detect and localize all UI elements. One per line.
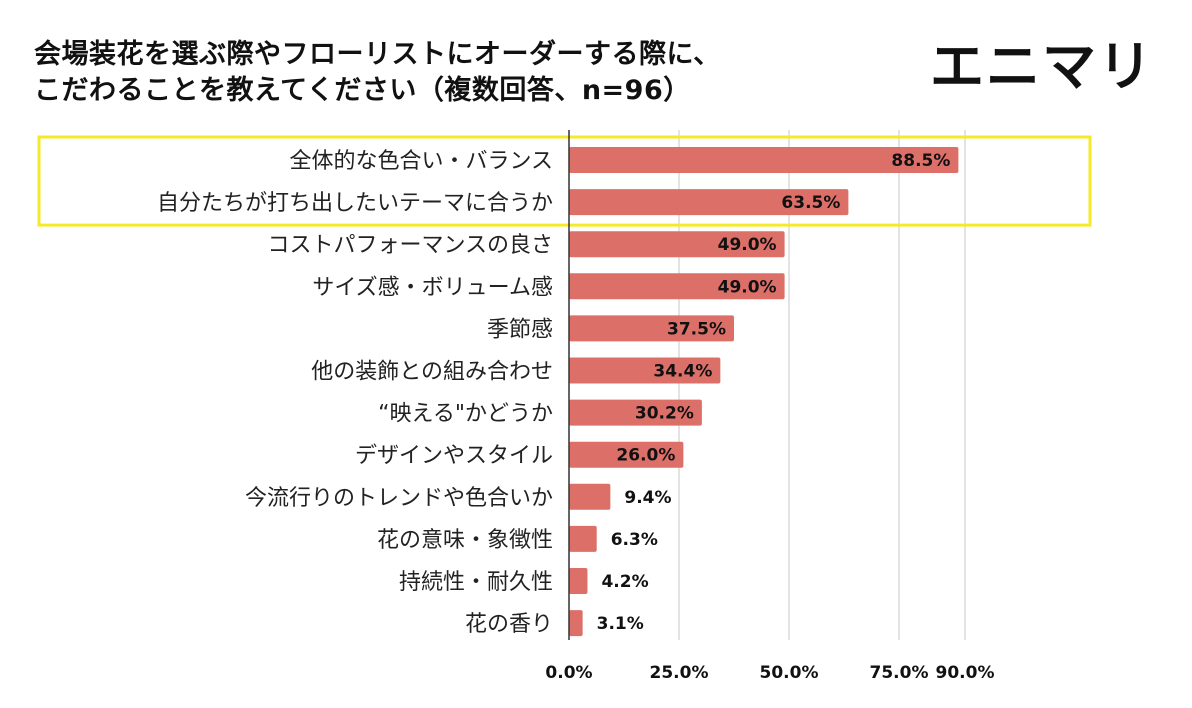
category-label: 花の香り <box>465 612 553 637</box>
x-tick-label: 50.0% <box>760 663 819 683</box>
category-label: 花の意味・象徴性 <box>377 528 553 553</box>
value-label: 4.2% <box>601 572 648 592</box>
x-tick-label: 90.0% <box>936 663 995 683</box>
category-label: コストパフォーマンスの良さ <box>267 233 553 258</box>
bar <box>569 483 611 510</box>
value-label: 63.5% <box>781 193 840 213</box>
category-label: “映える"かどうか <box>378 402 553 427</box>
bar <box>569 231 785 258</box>
value-label: 26.0% <box>616 446 675 466</box>
category-label: 季節感 <box>487 317 553 342</box>
bar <box>569 273 785 300</box>
category-label: 持続性・耐久性 <box>399 570 553 595</box>
value-label: 3.1% <box>597 614 644 634</box>
value-label: 49.0% <box>718 235 777 255</box>
category-label: デザインやスタイル <box>355 444 553 469</box>
value-label: 9.4% <box>624 488 671 508</box>
chart-title-line-1: 会場装花を選ぶ際やフローリストにオーダーする際に、 <box>34 39 721 70</box>
category-label: 今流行りのトレンドや色合いか <box>245 486 553 511</box>
bar <box>569 315 734 342</box>
value-label: 88.5% <box>891 151 950 171</box>
chart-title-line-2: こだわることを教えてください（複数回答、n=96） <box>34 75 691 106</box>
value-label: 30.2% <box>635 404 694 424</box>
bar <box>569 189 849 216</box>
bar <box>569 357 721 384</box>
category-label: 全体的な色合い・バランス <box>289 149 553 174</box>
category-label: サイズ感・ボリューム感 <box>312 275 553 300</box>
value-label: 49.0% <box>718 277 777 297</box>
bar <box>569 525 597 552</box>
highlight-box <box>37 135 1092 227</box>
category-label: 自分たちが打ち出したいテーマに合うか <box>157 191 553 216</box>
x-tick-label: 25.0% <box>650 663 709 683</box>
value-label: 6.3% <box>611 530 658 550</box>
value-label: 37.5% <box>667 319 726 339</box>
bar <box>569 147 959 173</box>
bar <box>569 610 583 637</box>
x-tick-label: 75.0% <box>870 663 929 683</box>
x-tick-label: 0.0% <box>545 663 592 683</box>
bar <box>569 441 684 468</box>
bar <box>569 568 588 594</box>
category-label: 他の装飾との組み合わせ <box>311 360 553 385</box>
bar <box>569 399 702 426</box>
brand-logo: エニマリ <box>930 35 1154 98</box>
value-label: 34.4% <box>653 362 712 382</box>
